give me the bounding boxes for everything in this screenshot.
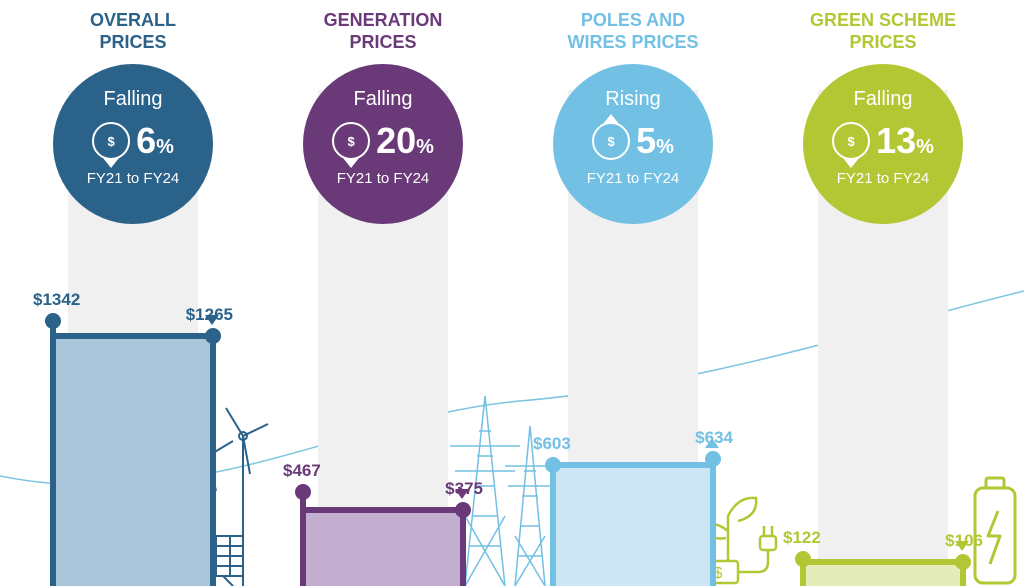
period-label: FY21 to FY24 xyxy=(803,170,963,187)
arrow-down-icon: $ xyxy=(832,122,870,160)
value-start: $603 xyxy=(533,434,571,454)
triangle-up-icon xyxy=(705,438,719,448)
title-line: PRICES xyxy=(18,32,248,54)
dollar-icon: $ xyxy=(607,134,614,149)
price-bar: $467$375 xyxy=(303,507,463,586)
column-overall: OVERALLPRICES Falling $6% FY21 to FY24 $1342… xyxy=(18,0,248,586)
percent-row: $13% xyxy=(803,120,963,162)
percent-number: 6 xyxy=(136,120,156,161)
summary-circle: Falling $6% FY21 to FY24 xyxy=(53,64,213,224)
percent-symbol: % xyxy=(656,136,674,158)
summary-circle: Rising $5% FY21 to FY24 xyxy=(553,64,713,224)
triangle-down-icon xyxy=(955,541,969,551)
percent-symbol: % xyxy=(916,136,934,158)
category-title: POLES ANDWIRES PRICES xyxy=(518,10,748,53)
price-bar: $122$106 xyxy=(803,559,963,586)
bar-dot-end xyxy=(205,328,221,344)
title-line: PRICES xyxy=(768,32,998,54)
bar-dot-start xyxy=(545,457,561,473)
percent-number: 20 xyxy=(376,120,416,161)
period-label: FY21 to FY24 xyxy=(303,170,463,187)
bar-dot-end xyxy=(705,451,721,467)
category-title: GREEN SCHEMEPRICES xyxy=(768,10,998,53)
value-start: $122 xyxy=(783,528,821,548)
bar-left-post xyxy=(50,324,56,586)
percent-number: 13 xyxy=(876,120,916,161)
percent-value: 20% xyxy=(376,120,434,162)
summary-circle: Falling $20% FY21 to FY24 xyxy=(303,64,463,224)
value-start: $1342 xyxy=(33,290,80,310)
infographic-stage: $ OVERALLPRICESFalling$6%FY21 to FY24$13… xyxy=(0,0,1024,586)
bar-dot-start xyxy=(45,313,61,329)
title-line: OVERALL xyxy=(18,10,248,32)
bar-dot-end xyxy=(455,502,471,518)
period-label: FY21 to FY24 xyxy=(553,170,713,187)
title-line: WIRES PRICES xyxy=(518,32,748,54)
bar-dot-start xyxy=(795,551,811,567)
triangle-down-icon xyxy=(455,489,469,499)
arrow-down-icon: $ xyxy=(332,122,370,160)
price-bar: $603$634 xyxy=(553,462,713,586)
percent-value: 5% xyxy=(636,120,674,162)
title-line: POLES AND xyxy=(518,10,748,32)
triangle-down-icon xyxy=(205,315,219,325)
column-green: GREEN SCHEMEPRICES Falling $13% FY21 to FY2… xyxy=(768,0,998,586)
column-generation: GENERATIONPRICES Falling $20% FY21 to FY24 $… xyxy=(268,0,498,586)
bar-right-post xyxy=(210,339,216,586)
percent-value: 6% xyxy=(136,120,174,162)
summary-circle: Falling $13% FY21 to FY24 xyxy=(803,64,963,224)
bar-right-post xyxy=(710,462,716,586)
price-bar: $1342$1265 xyxy=(53,333,213,586)
bar-dot-end xyxy=(955,554,971,570)
percent-symbol: % xyxy=(416,136,434,158)
percent-value: 13% xyxy=(876,120,934,162)
category-title: GENERATIONPRICES xyxy=(268,10,498,53)
arrow-up-icon: $ xyxy=(592,122,630,160)
column-poles: POLES ANDWIRES PRICES Rising $5% FY21 to FY… xyxy=(518,0,748,586)
dollar-icon: $ xyxy=(847,134,854,149)
bar-right-post xyxy=(460,513,466,586)
title-line: GENERATION xyxy=(268,10,498,32)
arrow-down-icon: $ xyxy=(92,122,130,160)
title-line: PRICES xyxy=(268,32,498,54)
percent-symbol: % xyxy=(156,136,174,158)
trend-label: Falling xyxy=(303,88,463,111)
category-title: OVERALLPRICES xyxy=(18,10,248,53)
trend-label: Falling xyxy=(53,88,213,111)
bar-left-post xyxy=(300,495,306,586)
period-label: FY21 to FY24 xyxy=(53,170,213,187)
bar-dot-start xyxy=(295,484,311,500)
dollar-icon: $ xyxy=(107,134,114,149)
title-line: GREEN SCHEME xyxy=(768,10,998,32)
value-start: $467 xyxy=(283,461,321,481)
percent-row: $20% xyxy=(303,120,463,162)
dollar-icon: $ xyxy=(347,134,354,149)
percent-row: $6% xyxy=(53,120,213,162)
trend-label: Falling xyxy=(803,88,963,111)
percent-row: $5% xyxy=(553,120,713,162)
trend-label: Rising xyxy=(553,88,713,111)
bar-left-post xyxy=(550,468,556,586)
percent-number: 5 xyxy=(636,120,656,161)
